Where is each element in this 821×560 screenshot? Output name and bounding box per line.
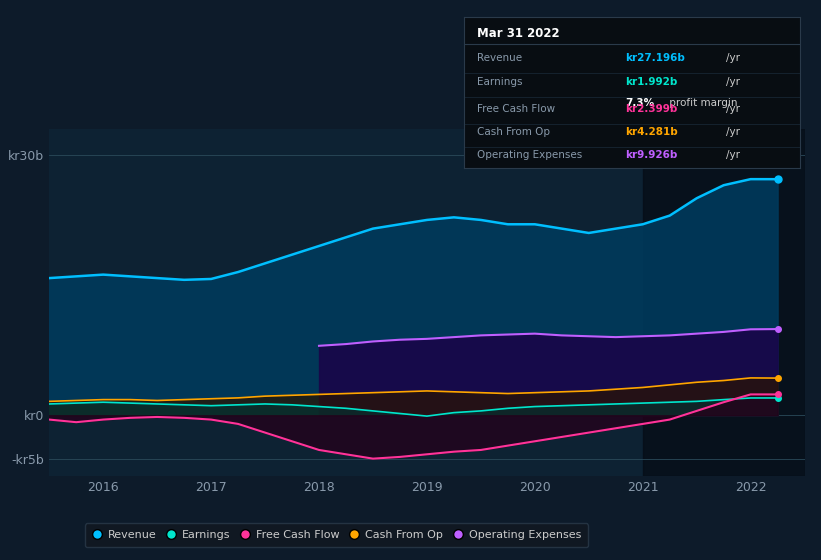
Text: kr9.926b: kr9.926b [626, 150, 678, 160]
Text: kr4.281b: kr4.281b [626, 127, 678, 137]
Text: kr1.992b: kr1.992b [626, 77, 678, 87]
Text: /yr: /yr [727, 127, 741, 137]
Text: Earnings: Earnings [477, 77, 523, 87]
Legend: Revenue, Earnings, Free Cash Flow, Cash From Op, Operating Expenses: Revenue, Earnings, Free Cash Flow, Cash … [85, 524, 588, 547]
Text: kr27.196b: kr27.196b [626, 53, 686, 63]
Text: /yr: /yr [727, 150, 741, 160]
Text: /yr: /yr [727, 53, 741, 63]
Bar [643, 129, 805, 476]
Text: Free Cash Flow: Free Cash Flow [477, 105, 556, 114]
Text: profit margin: profit margin [666, 99, 737, 109]
Text: /yr: /yr [727, 105, 741, 114]
Text: kr2.399b: kr2.399b [626, 105, 678, 114]
Text: Operating Expenses: Operating Expenses [477, 150, 583, 160]
Text: Revenue: Revenue [477, 53, 522, 63]
Text: Cash From Op: Cash From Op [477, 127, 550, 137]
Text: /yr: /yr [727, 77, 741, 87]
Text: Mar 31 2022: Mar 31 2022 [477, 27, 560, 40]
Text: 7.3%: 7.3% [626, 99, 654, 109]
